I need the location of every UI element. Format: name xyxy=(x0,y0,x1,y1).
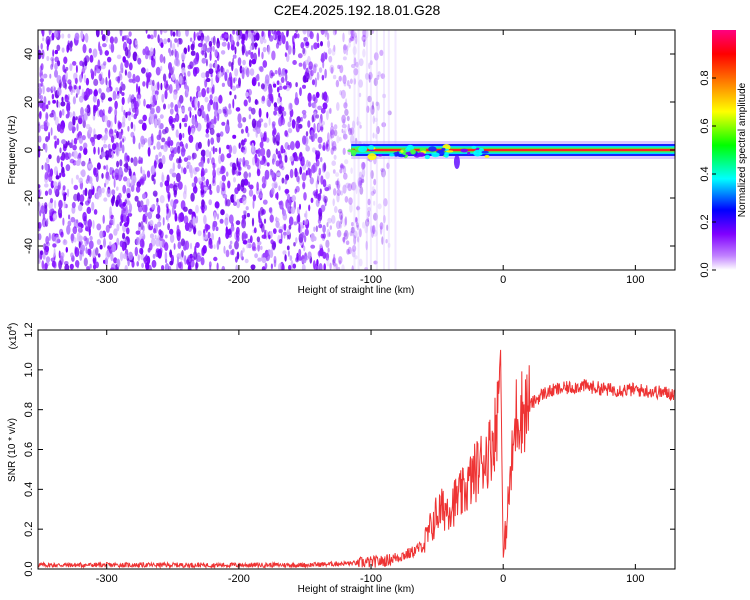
snr-xtick-label: -300 xyxy=(96,573,118,585)
snr-ytick-label: 1.0 xyxy=(23,362,35,377)
snr-ytick-label: 0.0 xyxy=(23,561,35,576)
colorbar-tick-label: 0.4 xyxy=(699,166,711,181)
snr-axes: -300 -200 -100 0 100 0.0 0.2 0.4 0.6 0.8 1.0 1.2 xyxy=(23,322,675,585)
snr-ytick-label: 0.6 xyxy=(23,442,35,457)
colorbar: 0.0 0.2 0.4 0.6 0.8 Normalized spectral ampl… xyxy=(699,30,748,278)
snr-xtick-label: 100 xyxy=(626,573,644,585)
snr-panel: -300 -200 -100 0 100 0.0 0.2 0.4 0.6 0.8 1.0 1.2 He… xyxy=(7,322,676,595)
colorbar-ticks: 0.0 0.2 0.4 0.6 0.8 xyxy=(699,70,716,278)
spectrogram-ytick-label: 40 xyxy=(23,48,35,60)
spectrogram-xtick-label: 100 xyxy=(626,274,644,286)
snr-scale-label: (x104) xyxy=(7,323,19,350)
spectrogram-xtick-label: -200 xyxy=(228,274,250,286)
spectrogram-xtick-label: -100 xyxy=(360,274,382,286)
spectrogram-image xyxy=(38,30,675,270)
colorbar-tick-label: 0.6 xyxy=(699,118,711,133)
snr-xtick-label: -100 xyxy=(360,573,382,585)
spectrogram-ytick-label: -20 xyxy=(23,190,35,206)
snr-ylabel: SNR (10 * v/v) xyxy=(7,418,18,482)
colorbar-tick-label: 0.0 xyxy=(699,262,711,277)
snr-xtick-label: 0 xyxy=(500,573,506,585)
spectrogram-xtick-label: -300 xyxy=(96,274,118,286)
snr-ytick-label: 0.2 xyxy=(23,522,35,537)
colorbar-tick-label: 0.2 xyxy=(699,214,711,229)
colorbar-tick-label: 0.8 xyxy=(699,70,711,85)
spectrogram-xlabel: Height of straight line (km) xyxy=(298,285,415,296)
spectrogram-ytick-label: -40 xyxy=(23,238,35,254)
snr-ytick-label: 0.8 xyxy=(23,402,35,417)
snr-xtick-label: -200 xyxy=(228,573,250,585)
snr-xlabel: Height of straight line (km) xyxy=(298,584,415,595)
snr-frame xyxy=(37,329,676,570)
spectrogram-ytick-label: 20 xyxy=(23,96,35,108)
snr-ytick-label: 1.2 xyxy=(23,322,35,337)
spectrogram-ytick-label: 0 xyxy=(23,147,35,153)
spectrogram-xtick-label: 0 xyxy=(500,274,506,286)
spectrogram-ylabel: Frequency (Hz) xyxy=(7,116,18,185)
colorbar-label: Normalized spectral amplitude xyxy=(737,82,748,217)
chart-title: C2E4.2025.192.18.01.G28 xyxy=(273,2,441,18)
snr-series-line xyxy=(38,349,675,569)
snr-ytick-label: 0.4 xyxy=(23,482,35,497)
colorbar-gradient xyxy=(712,30,736,270)
